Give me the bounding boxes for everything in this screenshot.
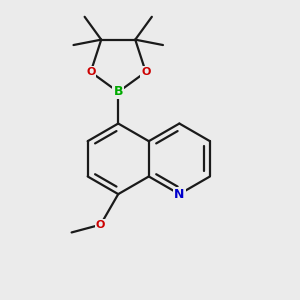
Text: O: O [141,67,150,77]
Text: B: B [113,85,123,98]
Text: N: N [174,188,184,201]
Text: O: O [86,67,95,77]
Text: O: O [96,220,105,230]
